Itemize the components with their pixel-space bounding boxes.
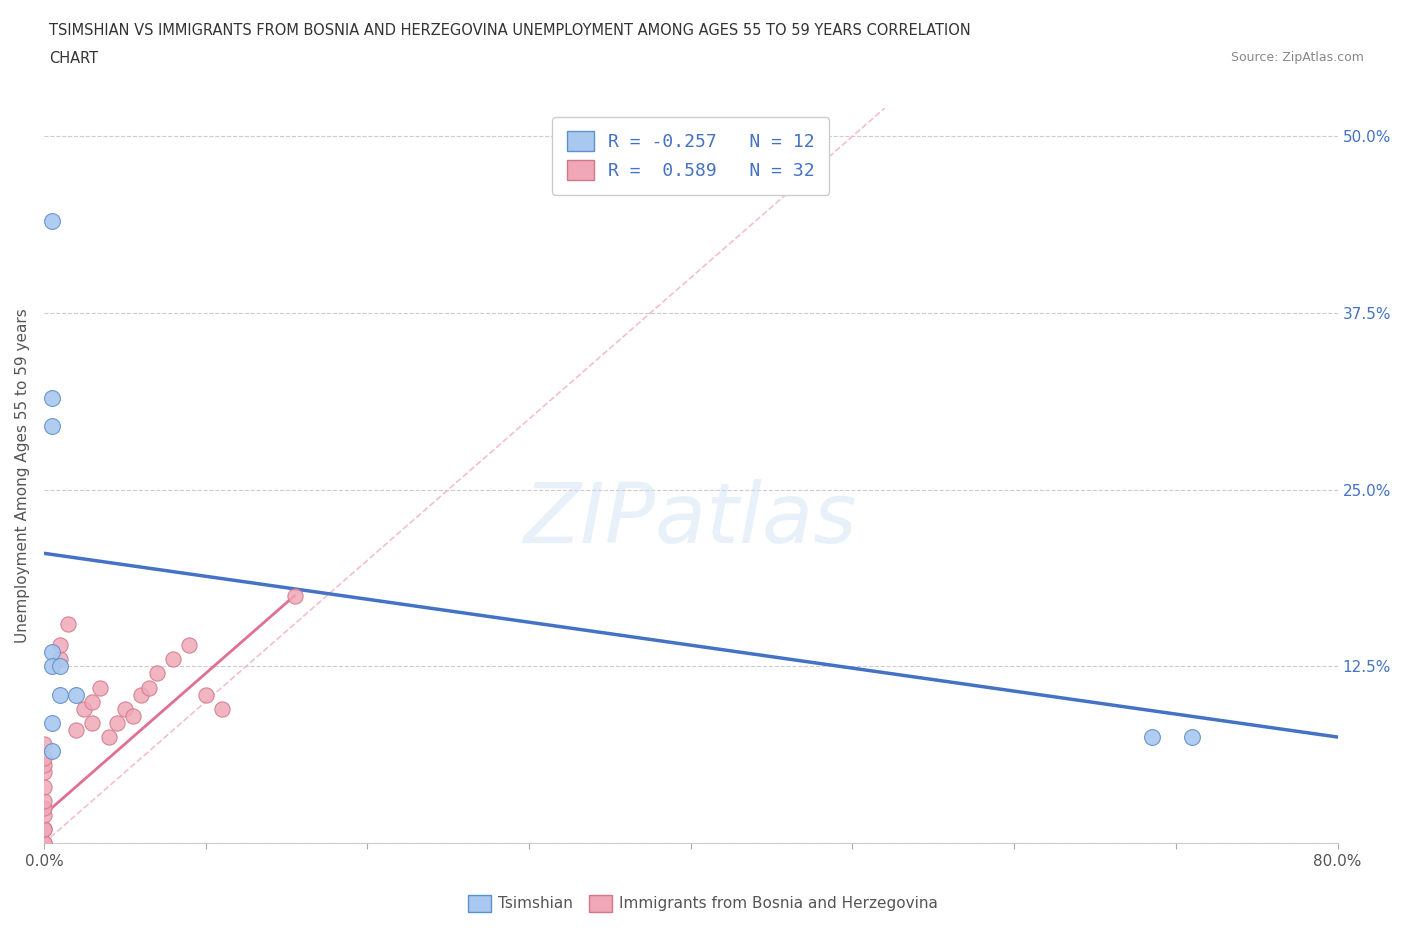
Point [114,701,136,716]
Point [32,737,55,751]
Point [41,659,63,674]
Point [73,701,96,716]
Point [49,687,72,702]
Point [41,214,63,229]
Point [89,680,111,695]
Point [82,695,104,710]
Point [283,589,305,604]
Point [32,779,55,794]
Text: CHART: CHART [49,51,98,66]
Point [194,687,217,702]
Text: Source: ZipAtlas.com: Source: ZipAtlas.com [1230,51,1364,64]
Point [41,744,63,759]
Point [49,652,72,667]
Legend: R = -0.257   N = 12, R =  0.589   N = 32: R = -0.257 N = 12, R = 0.589 N = 32 [553,117,830,194]
Point [32,821,55,836]
Point [65,687,87,702]
Point [49,638,72,653]
Point [49,659,72,674]
Point [162,652,184,667]
Point [32,758,55,773]
Point [121,709,143,724]
Point [82,715,104,730]
Point [32,807,55,822]
Point [1140,730,1163,745]
Text: ZIPatlas: ZIPatlas [524,479,858,560]
Point [32,765,55,780]
Point [146,666,169,681]
Point [179,638,201,653]
Point [41,644,63,659]
Point [105,715,128,730]
Point [41,715,63,730]
Point [1181,730,1204,745]
Legend: Tsimshian, Immigrants from Bosnia and Herzegovina: Tsimshian, Immigrants from Bosnia and He… [461,889,945,918]
Point [32,801,55,816]
Point [138,680,160,695]
Point [32,751,55,765]
Point [56,617,79,631]
Y-axis label: Unemployment Among Ages 55 to 59 years: Unemployment Among Ages 55 to 59 years [15,308,30,643]
Point [97,730,120,745]
Point [211,701,233,716]
Point [65,723,87,737]
Point [32,836,55,851]
Point [32,836,55,851]
Point [129,687,152,702]
Point [32,821,55,836]
Text: TSIMSHIAN VS IMMIGRANTS FROM BOSNIA AND HERZEGOVINA UNEMPLOYMENT AMONG AGES 55 T: TSIMSHIAN VS IMMIGRANTS FROM BOSNIA AND … [49,23,972,38]
Point [41,418,63,433]
Point [41,391,63,405]
Point [32,793,55,808]
